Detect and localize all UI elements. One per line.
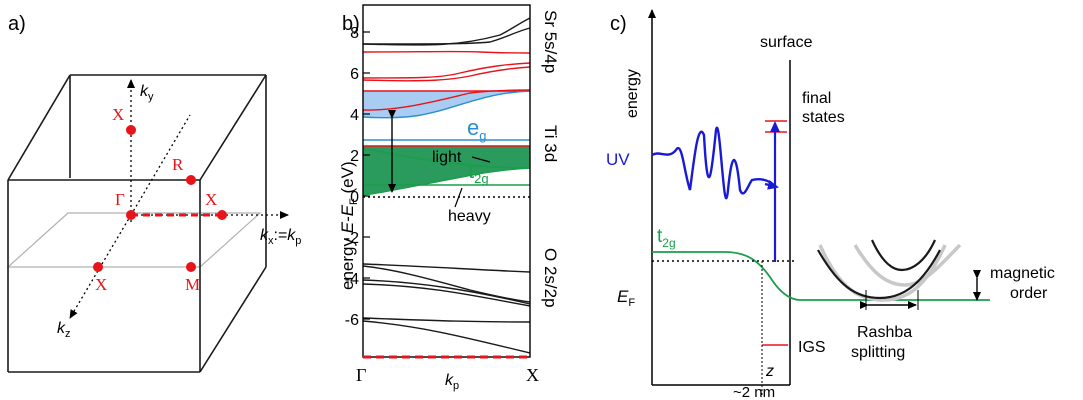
ti-label: Ti 3d [541,125,560,162]
rashba-parabolas-black [817,239,941,300]
kz-label: kz [57,320,71,340]
label-r: R [172,155,184,174]
panel-b-label: b) [342,13,360,35]
magnetic-label-2: order [1010,285,1048,302]
eg-fill [363,91,530,118]
ytick-label: -6 [345,312,359,329]
high-symmetry-points [93,125,227,272]
ytick-label: 4 [350,107,359,124]
ytick-label: 8 [350,25,359,42]
uv-arrowhead [764,179,779,190]
point-x-top [126,125,136,135]
heavy-label: heavy [448,208,491,225]
final-label-2: states [802,109,845,126]
x-label-gamma: Γ [356,365,366,385]
band-structure [362,17,531,354]
y-tick-labels: 8 6 4 2 0 -2 -4 -6 [345,25,359,329]
energy-label: energy [624,69,641,118]
rashba-label-1: Rashba [857,324,912,341]
panel-a: a) [6,13,301,373]
ytick-label: 0 [350,189,359,206]
t2g-band [652,251,990,301]
brillouin-cube [7,74,267,373]
ytick-label: -4 [345,271,359,288]
rashba-label-2: splitting [851,344,905,361]
label-x-front: X [95,275,107,294]
uv-label: UV [606,150,630,169]
ytick-label: 2 [350,148,359,165]
label-x-right: X [205,190,217,209]
label-m: M [185,275,200,294]
heavy-pointer [454,187,463,208]
o-label: O 2s/2p [541,248,560,308]
y-ticks [363,31,370,320]
point-x-front [93,262,103,272]
panel-a-label: a) [8,13,26,35]
point-x-right [217,210,227,220]
light-label: light [432,149,462,166]
label-x-top: X [112,105,124,124]
t2g-fill [363,146,530,195]
ytick-label: -2 [345,230,359,247]
eg-label: eg [467,115,486,143]
t2g-label-c: t2g [657,226,676,250]
point-gamma [126,210,136,220]
surface-label: surface [760,34,813,51]
igs-label: IGS [798,339,826,356]
ef-label: EF [617,287,635,309]
x-label-x: X [526,365,539,385]
panel-b: b) [338,4,560,392]
point-m [186,262,196,272]
panel-c: c) energy surface final states UV t2g EF… [606,9,1055,400]
light-pointer [471,156,491,163]
magnetic-label-1: magnetic [990,265,1055,282]
label-gamma: Γ [115,190,125,209]
final-label-1: final [802,90,831,107]
kx-kp-label: kx:=kp [260,227,301,247]
x-label-kp: kp [445,372,459,392]
point-r [186,175,196,185]
z-label: z [765,363,774,380]
brillouin-midplane [6,212,262,268]
depth-label: ~2 nm [733,384,775,400]
t2g-label: t2g [468,158,489,186]
ytick-label: 6 [350,66,359,83]
sr-label: Sr 5s/4p [541,10,560,73]
ky-label: ky [140,83,154,103]
panel-c-label: c) [610,13,627,35]
rashba-parabolas-grey [818,243,962,302]
y-axis-label: energy E-EF (eV) [338,161,360,290]
uv-wave [651,126,773,200]
